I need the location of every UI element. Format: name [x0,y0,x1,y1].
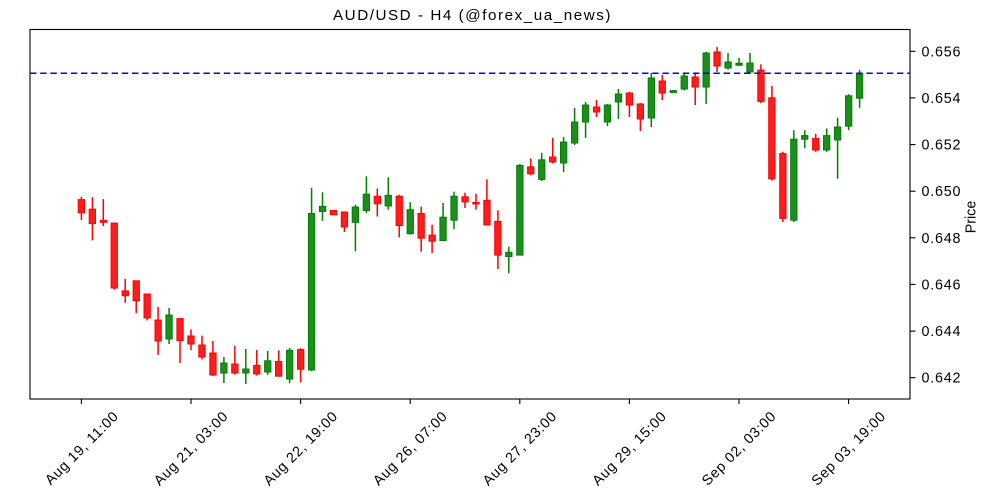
svg-text:Price: Price [964,201,980,234]
svg-text:0.642: 0.642 [922,371,962,387]
svg-text:0.644: 0.644 [922,324,962,340]
svg-text:0.654: 0.654 [922,91,962,107]
svg-text:0.648: 0.648 [922,231,962,247]
svg-text:AUD/USD - H4 (@forex_ua_news): AUD/USD - H4 (@forex_ua_news) [333,7,612,24]
svg-text:0.646: 0.646 [922,277,962,293]
svg-text:0.656: 0.656 [922,44,962,60]
svg-text:0.650: 0.650 [922,184,962,200]
svg-text:0.652: 0.652 [922,138,962,154]
